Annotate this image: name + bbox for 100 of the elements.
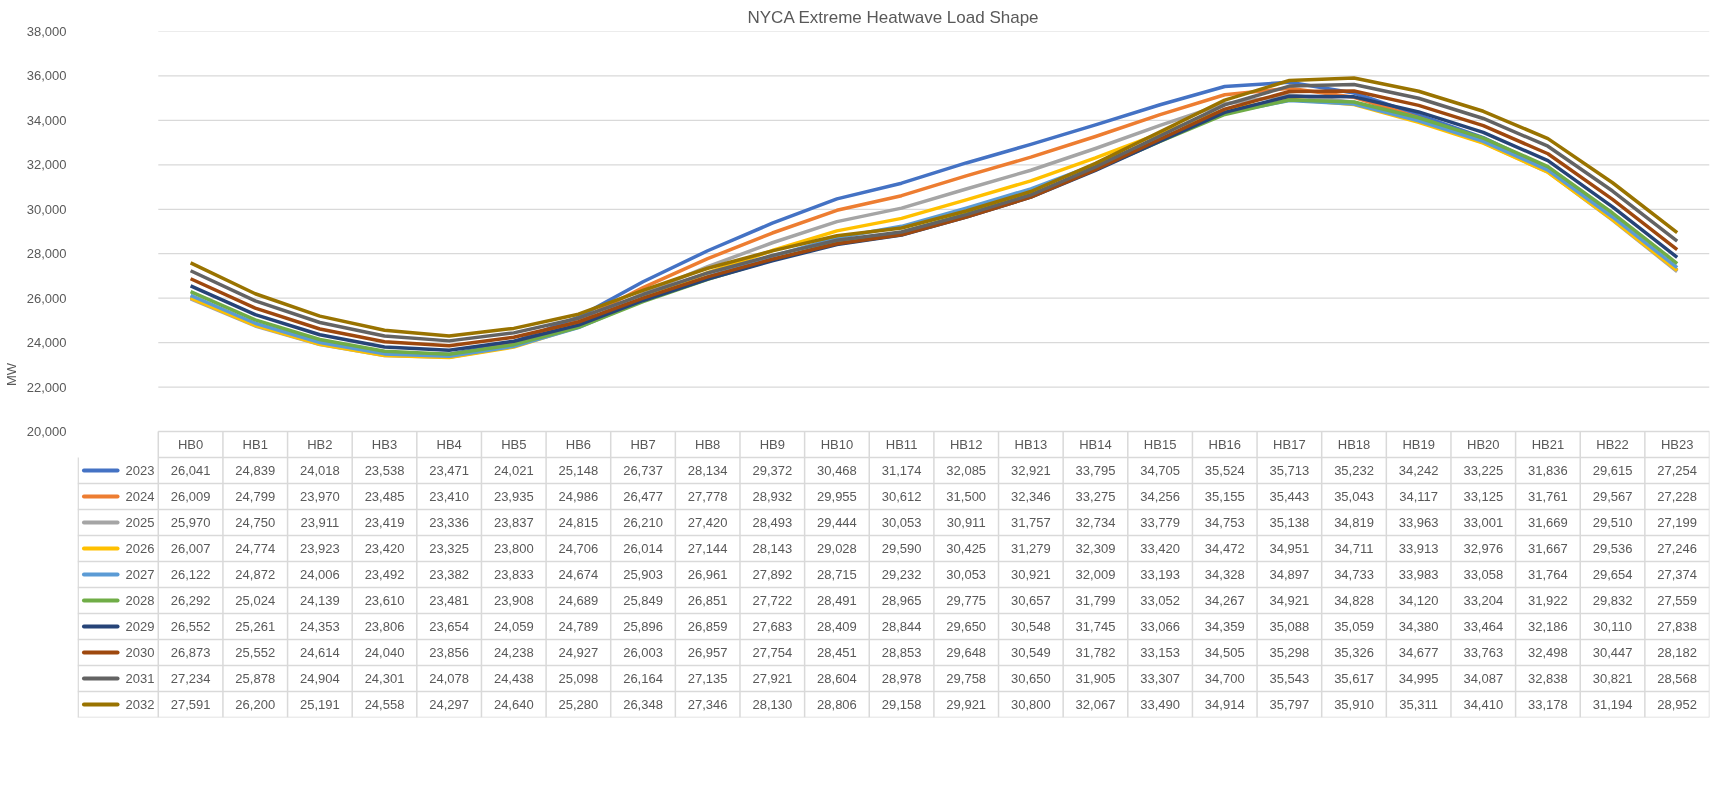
data-label: 27,135 bbox=[687, 671, 728, 686]
x-tick-label: HB17 bbox=[1273, 437, 1306, 452]
data-label: 26,292 bbox=[170, 593, 211, 608]
data-label: 34,705 bbox=[1140, 463, 1180, 478]
data-label: 23,610 bbox=[364, 593, 405, 608]
y-axis-title: MW bbox=[3, 362, 19, 387]
data-label: 31,799 bbox=[1075, 593, 1116, 608]
data-label: 26,200 bbox=[235, 697, 276, 712]
data-label: 24,238 bbox=[493, 645, 534, 660]
data-label: 24,018 bbox=[300, 463, 340, 478]
data-label: 33,052 bbox=[1140, 593, 1180, 608]
data-label: 25,148 bbox=[558, 463, 599, 478]
data-label: 29,775 bbox=[946, 593, 987, 608]
data-label: 29,648 bbox=[946, 645, 987, 660]
data-label: 30,657 bbox=[1010, 593, 1051, 608]
data-label: 24,353 bbox=[300, 619, 340, 634]
data-label: 26,737 bbox=[623, 463, 663, 478]
data-label: 30,053 bbox=[946, 567, 987, 582]
data-label: 33,420 bbox=[1140, 541, 1180, 556]
data-label: 26,957 bbox=[687, 645, 728, 660]
data-label: 24,689 bbox=[558, 593, 599, 608]
data-label: 30,549 bbox=[1010, 645, 1051, 660]
x-tick-label: HB6 bbox=[565, 437, 592, 452]
data-label: 33,193 bbox=[1140, 567, 1180, 582]
data-label: 29,955 bbox=[817, 489, 857, 504]
data-label: 29,654 bbox=[1592, 567, 1633, 582]
data-label: 29,615 bbox=[1592, 463, 1633, 478]
data-label: 33,125 bbox=[1463, 489, 1504, 504]
data-label: 33,058 bbox=[1463, 567, 1504, 582]
data-label: 35,043 bbox=[1334, 489, 1374, 504]
x-tick-label: HB11 bbox=[885, 437, 918, 452]
data-label: 28,143 bbox=[752, 541, 793, 556]
data-label: 34,753 bbox=[1204, 515, 1245, 530]
data-label: 28,568 bbox=[1657, 671, 1698, 686]
data-label: 34,711 bbox=[1334, 541, 1374, 556]
data-label: 24,799 bbox=[235, 489, 276, 504]
data-label: 30,800 bbox=[1010, 697, 1051, 712]
legend-label: 2025 bbox=[125, 515, 155, 530]
x-tick-label: HB20 bbox=[1467, 437, 1500, 452]
data-label: 35,232 bbox=[1334, 463, 1374, 478]
data-label: 26,003 bbox=[623, 645, 663, 660]
data-label: 31,905 bbox=[1075, 671, 1116, 686]
data-label: 28,965 bbox=[881, 593, 922, 608]
data-label: 27,254 bbox=[1657, 463, 1698, 478]
data-label: 33,153 bbox=[1140, 645, 1180, 660]
data-label: 23,410 bbox=[429, 489, 470, 504]
data-label: 34,410 bbox=[1463, 697, 1504, 712]
data-label: 25,280 bbox=[558, 697, 599, 712]
data-label: 30,548 bbox=[1010, 619, 1051, 634]
data-label: 25,261 bbox=[235, 619, 276, 634]
data-label: 29,832 bbox=[1592, 593, 1633, 608]
data-label: 28,715 bbox=[817, 567, 857, 582]
x-tick-label: HB23 bbox=[1660, 437, 1694, 452]
data-label: 24,815 bbox=[558, 515, 599, 530]
legend-label: 2026 bbox=[125, 541, 155, 556]
data-label: 33,464 bbox=[1463, 619, 1504, 634]
data-label: 35,088 bbox=[1269, 619, 1310, 634]
legend-label: 2032 bbox=[125, 697, 155, 712]
data-label: 35,155 bbox=[1204, 489, 1245, 504]
data-label: 30,053 bbox=[881, 515, 922, 530]
data-label: 26,014 bbox=[623, 541, 663, 556]
x-tick-label: HB13 bbox=[1014, 437, 1048, 452]
data-label: 34,472 bbox=[1204, 541, 1245, 556]
data-label: 34,267 bbox=[1204, 593, 1245, 608]
data-label: 32,838 bbox=[1528, 671, 1568, 686]
data-label: 28,130 bbox=[752, 697, 793, 712]
y-tick-label: 24,000 bbox=[26, 335, 67, 351]
data-label: 33,963 bbox=[1398, 515, 1439, 530]
data-label: 24,774 bbox=[235, 541, 276, 556]
x-tick-label: HB5 bbox=[501, 437, 527, 452]
data-label: 23,923 bbox=[300, 541, 340, 556]
data-label: 23,856 bbox=[429, 645, 470, 660]
data-label: 23,325 bbox=[429, 541, 470, 556]
data-label: 24,640 bbox=[493, 697, 534, 712]
data-label: 26,873 bbox=[170, 645, 211, 660]
data-label: 35,617 bbox=[1334, 671, 1374, 686]
data-label: 28,853 bbox=[881, 645, 922, 660]
data-label: 23,492 bbox=[364, 567, 405, 582]
data-label: 26,552 bbox=[170, 619, 211, 634]
data-label: 23,382 bbox=[429, 567, 470, 582]
data-label: 32,346 bbox=[1010, 489, 1051, 504]
data-label: 27,144 bbox=[687, 541, 728, 556]
data-label: 27,228 bbox=[1657, 489, 1698, 504]
data-label: 35,138 bbox=[1269, 515, 1310, 530]
data-label: 28,932 bbox=[752, 489, 793, 504]
data-label: 23,538 bbox=[364, 463, 405, 478]
legend-label: 2028 bbox=[125, 593, 155, 608]
data-label: 30,612 bbox=[881, 489, 922, 504]
data-label: 24,301 bbox=[364, 671, 405, 686]
data-label: 31,279 bbox=[1010, 541, 1051, 556]
data-label: 24,872 bbox=[235, 567, 276, 582]
x-tick-label: HB22 bbox=[1596, 437, 1629, 452]
data-label: 29,372 bbox=[752, 463, 793, 478]
data-label: 31,174 bbox=[881, 463, 922, 478]
data-label: 25,024 bbox=[235, 593, 276, 608]
data-label: 24,927 bbox=[558, 645, 599, 660]
data-label: 34,120 bbox=[1398, 593, 1439, 608]
data-label: 29,444 bbox=[817, 515, 857, 530]
data-label: 29,567 bbox=[1592, 489, 1633, 504]
data-label: 30,821 bbox=[1592, 671, 1633, 686]
